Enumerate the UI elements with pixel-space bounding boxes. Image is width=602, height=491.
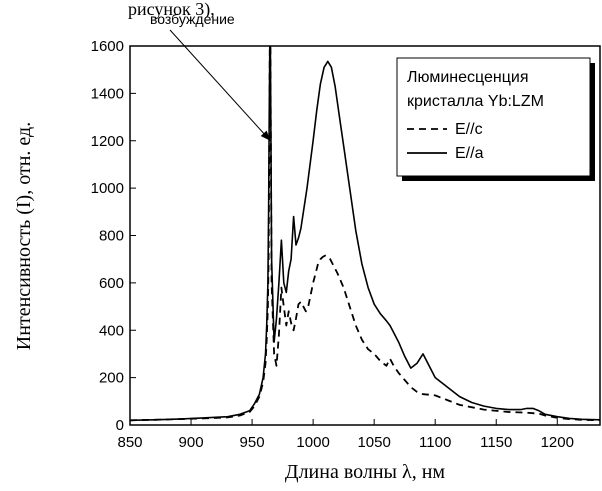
- legend-box: [396, 57, 591, 177]
- y-tick-label: 0: [116, 417, 124, 434]
- x-tick-label: 950: [240, 434, 265, 451]
- annotation-arrow-line: [169, 29, 271, 142]
- y-tick-label: 1000: [91, 180, 124, 197]
- x-tick-label: 1200: [541, 434, 574, 451]
- x-tick-label: 1150: [480, 434, 512, 451]
- y-tick-label: 400: [99, 322, 124, 339]
- x-tick-label: 900: [179, 434, 204, 451]
- annotation-label: возбуждение: [150, 11, 235, 27]
- series-line-ea: [130, 46, 600, 422]
- annotation: возбуждение: [150, 11, 271, 142]
- legend-title-line: Люминесценция: [407, 69, 528, 86]
- series-layer: [130, 46, 600, 422]
- top-text-fragment: рисунок 3),: [128, 0, 215, 20]
- y-tick-label: 800: [99, 228, 124, 245]
- y-axis-title: Интенсивность (I), отн. ед.: [13, 122, 35, 350]
- y-axis-ticks: 0 200 400 600 800 1000 1200 1400 1600: [91, 38, 136, 434]
- x-tick-label: 1100: [419, 434, 451, 451]
- x-tick-label: 1000: [296, 434, 329, 451]
- y-tick-label: 1200: [91, 133, 124, 150]
- x-tick-label: 850: [117, 434, 142, 451]
- legend: Люминесценция кристалла Yb:LZM E//c E//a: [396, 57, 595, 181]
- y-tick-label: 1400: [91, 85, 124, 102]
- legend-title-line: кристалла Yb:LZM: [407, 93, 544, 110]
- x-axis-title: Длина волны λ, нм: [285, 461, 445, 483]
- x-tick-label: 1050: [357, 434, 390, 451]
- y-tick-label: 1600: [91, 38, 124, 55]
- legend-entry-label: E//a: [455, 145, 484, 162]
- y-tick-label: 600: [99, 275, 124, 292]
- series-line-ec: [130, 46, 600, 422]
- annotation-arrow-head: [260, 130, 271, 141]
- y-tick-label: 200: [99, 370, 124, 387]
- x-axis-ticks: 850 900 950 1000 1050 1100 1150 1200: [117, 419, 574, 451]
- legend-entry-label: E//c: [455, 121, 483, 138]
